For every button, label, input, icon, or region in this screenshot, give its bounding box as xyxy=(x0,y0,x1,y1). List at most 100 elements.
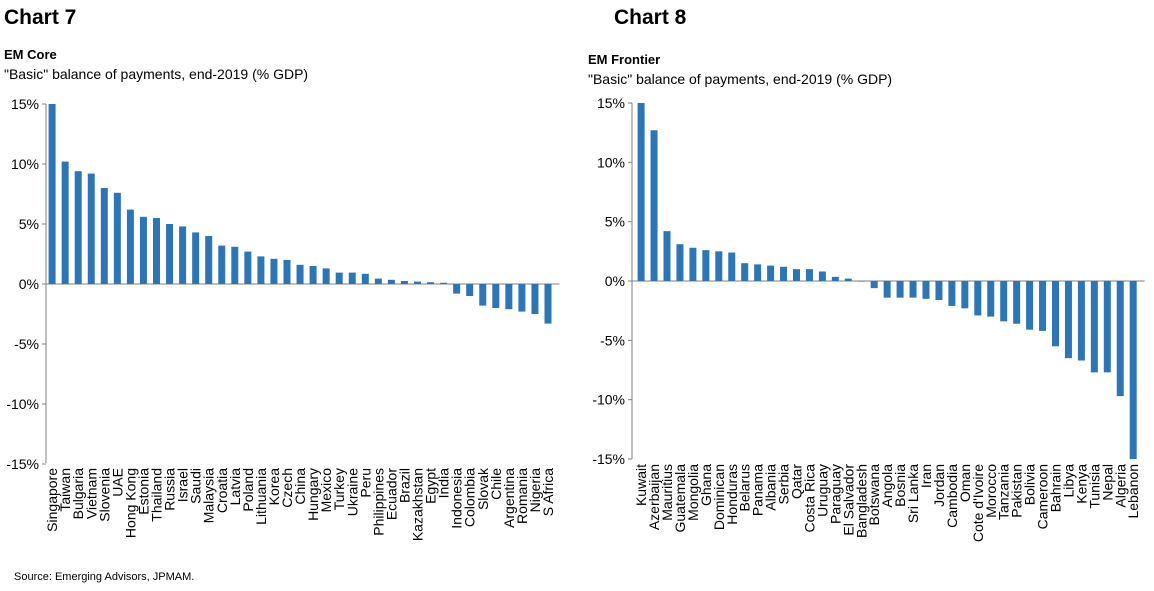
bar-qatar xyxy=(793,269,800,281)
x-category-label: Poland xyxy=(240,468,256,512)
x-category-label: Latvia xyxy=(227,468,243,506)
bar-algeria xyxy=(1116,281,1124,397)
x-category-label: Tunisia xyxy=(1086,464,1102,509)
x-category-label: Panama xyxy=(750,464,766,516)
bar-tunisia xyxy=(1090,281,1098,373)
bar-saudi xyxy=(192,232,200,284)
bar-slovak xyxy=(479,284,487,306)
x-category-label: Czech xyxy=(279,468,295,508)
x-category-label: El Salvador xyxy=(840,464,856,536)
bar-ghana xyxy=(702,250,710,281)
bar-croatia xyxy=(218,245,226,284)
bar-turkey xyxy=(335,272,343,284)
bar-bahrain xyxy=(1052,281,1059,347)
bar-paraguay xyxy=(831,276,839,281)
x-category-label: Lithuania xyxy=(253,468,269,525)
x-category-label: Korea xyxy=(266,468,282,506)
x-category-label: Bangladesh xyxy=(853,464,869,538)
bar-dominican xyxy=(715,251,723,281)
x-category-label: Angola xyxy=(879,464,895,508)
x-category-label: Indonesia xyxy=(449,468,465,529)
x-category-label: Philippines xyxy=(370,468,386,536)
x-category-label: Colombia xyxy=(462,468,478,527)
x-category-label: Bulgaria xyxy=(70,468,86,520)
bar-nepal xyxy=(1103,281,1111,373)
x-category-label: Guatemala xyxy=(672,464,688,533)
bar-iran xyxy=(922,281,930,299)
x-category-label: Lebanon xyxy=(1125,464,1141,519)
bar-hong-kong xyxy=(126,209,134,284)
bar-kenya xyxy=(1077,281,1085,361)
x-category-label: Estonia xyxy=(135,468,151,515)
x-category-label: Sri Lanka xyxy=(905,464,921,523)
x-category-label: Romania xyxy=(514,468,530,524)
bar-mexico xyxy=(322,268,330,284)
x-category-label: Egypt xyxy=(423,468,439,504)
chart-7-title: EM Core xyxy=(4,47,57,62)
bar-azerbaijan xyxy=(650,130,658,281)
x-category-label: Argentina xyxy=(501,468,517,528)
bar-sri-lanka xyxy=(909,281,917,298)
x-category-label: Mexico xyxy=(318,468,334,513)
bar-mongolia xyxy=(689,247,697,281)
bar-uruguay xyxy=(818,271,826,281)
y-tick-label: 0% xyxy=(605,273,625,289)
x-category-label: Libya xyxy=(1060,464,1076,498)
x-category-label: Kazakhstan xyxy=(410,468,426,541)
x-category-label: Oman xyxy=(957,464,973,502)
x-category-label: Cameroon xyxy=(1035,464,1051,529)
chart-7-subtitle: "Basic" balance of payments, end-2019 (%… xyxy=(4,66,309,82)
y-tick-label: 5% xyxy=(605,214,625,230)
x-category-label: Slovak xyxy=(475,467,491,510)
x-category-label: Israel xyxy=(175,468,191,502)
x-category-label: Qatar xyxy=(789,464,805,499)
bar-hungary xyxy=(309,266,317,284)
bar-india xyxy=(440,282,448,284)
x-category-label: Iran xyxy=(918,464,934,488)
bar-indonesia xyxy=(453,284,461,294)
x-category-label: Thailand xyxy=(149,468,165,522)
x-category-label: Cambodia xyxy=(944,464,960,528)
x-category-label: Turkey xyxy=(331,468,347,510)
x-category-label: Bolivia xyxy=(1022,464,1038,505)
bar-belarus xyxy=(741,263,749,281)
x-category-label: Azerbaijan xyxy=(646,464,662,530)
x-category-label: Malaysia xyxy=(201,468,217,523)
bar-thailand xyxy=(153,218,160,284)
x-category-label: Paraguay xyxy=(827,464,843,524)
x-category-label: Belarus xyxy=(737,464,753,511)
x-category-label: Uruguay xyxy=(814,464,830,517)
x-category-label: Jordan xyxy=(931,464,947,507)
bar-panama xyxy=(754,264,762,281)
y-tick-label: 0% xyxy=(19,276,39,292)
bar-korea xyxy=(270,258,278,284)
bar-argentina xyxy=(505,284,513,310)
bar-brazil xyxy=(400,281,408,284)
y-tick-label: -15% xyxy=(6,456,39,472)
bar-czech xyxy=(283,260,291,284)
x-category-label: Albania xyxy=(763,464,779,511)
x-category-label: Croatia xyxy=(214,468,230,513)
bar-poland xyxy=(244,251,252,284)
x-category-label: Kenya xyxy=(1073,464,1089,504)
y-tick-label: -5% xyxy=(600,332,625,348)
bar-el-salvador xyxy=(844,278,852,281)
x-category-label: Pakistan xyxy=(1009,464,1025,518)
bar-bolivia xyxy=(1026,281,1034,330)
x-category-label: Peru xyxy=(357,468,373,498)
bar-botswana xyxy=(870,281,878,289)
bar-china xyxy=(296,264,304,284)
bar-kazakhstan xyxy=(414,281,421,284)
chart-8-heading: Chart 8 xyxy=(614,6,687,29)
bar-ukraine xyxy=(348,272,356,284)
x-category-label: Brazil xyxy=(396,468,412,503)
x-category-label: UAE xyxy=(109,468,125,497)
y-tick-label: 10% xyxy=(11,156,39,172)
x-category-label: Hong Kong xyxy=(122,468,138,538)
y-tick-label: -5% xyxy=(14,336,39,352)
bar-libya xyxy=(1064,281,1072,359)
bar-bangladesh xyxy=(857,281,865,282)
x-category-label: Dominican xyxy=(711,464,727,530)
bar-malaysia xyxy=(205,236,213,284)
